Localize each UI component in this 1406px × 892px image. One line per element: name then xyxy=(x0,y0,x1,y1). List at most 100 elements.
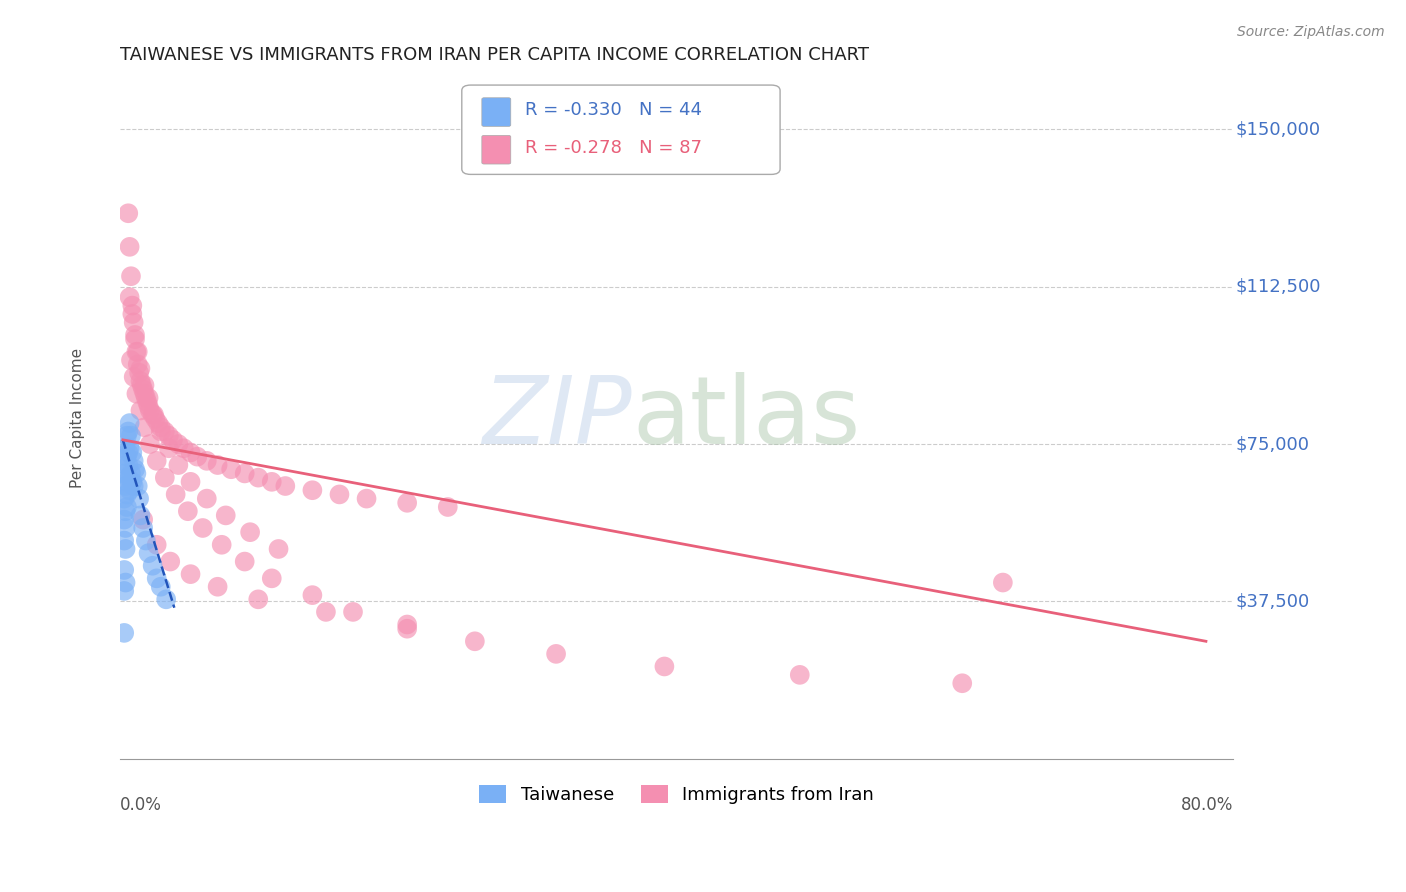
Point xyxy=(356,491,378,506)
Point xyxy=(114,575,136,590)
Point xyxy=(135,533,157,548)
Point xyxy=(180,475,202,489)
Point xyxy=(211,538,233,552)
Point xyxy=(157,442,180,456)
Point xyxy=(117,445,139,459)
Point xyxy=(134,378,156,392)
Point xyxy=(142,558,165,573)
Point xyxy=(139,437,162,451)
Point xyxy=(112,467,135,481)
Point xyxy=(118,416,141,430)
Point xyxy=(122,454,145,468)
Text: ZIP: ZIP xyxy=(482,372,633,463)
Point xyxy=(991,575,1014,590)
Text: 0.0%: 0.0% xyxy=(120,797,162,814)
Text: $150,000: $150,000 xyxy=(1236,120,1320,138)
Point xyxy=(267,541,290,556)
Point xyxy=(132,521,155,535)
Point xyxy=(120,428,142,442)
Text: $37,500: $37,500 xyxy=(1236,592,1309,610)
Point xyxy=(117,458,139,472)
Point xyxy=(112,533,135,548)
Point xyxy=(127,479,149,493)
Point xyxy=(117,470,139,484)
Text: Source: ZipAtlas.com: Source: ZipAtlas.com xyxy=(1237,25,1385,39)
Point xyxy=(115,450,138,464)
Point xyxy=(114,541,136,556)
Point xyxy=(207,580,229,594)
Point xyxy=(138,391,160,405)
Point xyxy=(247,470,270,484)
Point xyxy=(177,504,200,518)
Point xyxy=(117,425,139,439)
Point xyxy=(396,617,419,632)
Point xyxy=(146,416,169,430)
Point xyxy=(118,240,141,254)
Text: Per Capita Income: Per Capita Income xyxy=(70,348,86,488)
Point xyxy=(132,383,155,397)
Text: R = -0.330   N = 44: R = -0.330 N = 44 xyxy=(526,101,702,120)
Legend: Taiwanese, Immigrants from Iran: Taiwanese, Immigrants from Iran xyxy=(472,777,882,811)
Point xyxy=(112,563,135,577)
FancyBboxPatch shape xyxy=(482,98,510,127)
Point xyxy=(153,425,176,439)
Point xyxy=(115,500,138,514)
Point xyxy=(114,479,136,493)
Text: TAIWANESE VS IMMIGRANTS FROM IRAN PER CAPITA INCOME CORRELATION CHART: TAIWANESE VS IMMIGRANTS FROM IRAN PER CA… xyxy=(120,46,869,64)
Point xyxy=(120,467,142,481)
Point xyxy=(127,357,149,371)
Point xyxy=(139,403,162,417)
Text: atlas: atlas xyxy=(633,372,860,464)
Point xyxy=(121,299,143,313)
Point xyxy=(436,500,458,514)
Point xyxy=(145,571,167,585)
Point xyxy=(129,374,152,388)
Point xyxy=(149,420,172,434)
Point xyxy=(165,487,187,501)
Point xyxy=(654,659,676,673)
Text: $112,500: $112,500 xyxy=(1236,277,1320,296)
Point xyxy=(114,521,136,535)
Point xyxy=(173,442,195,456)
Point xyxy=(215,508,238,523)
Point xyxy=(233,555,256,569)
Point xyxy=(121,475,143,489)
Point xyxy=(145,454,167,468)
Point xyxy=(180,567,202,582)
Point xyxy=(115,487,138,501)
Point xyxy=(274,479,297,493)
Point xyxy=(129,508,152,523)
Point xyxy=(124,332,146,346)
Point xyxy=(143,408,166,422)
Point xyxy=(118,290,141,304)
Point xyxy=(125,386,148,401)
Point xyxy=(138,546,160,560)
Point xyxy=(112,583,135,598)
Point xyxy=(155,592,177,607)
Point xyxy=(342,605,364,619)
Point xyxy=(301,483,323,498)
Point xyxy=(145,538,167,552)
Point xyxy=(157,428,180,442)
Point xyxy=(950,676,973,690)
Text: 80.0%: 80.0% xyxy=(1181,797,1233,814)
Point xyxy=(186,450,208,464)
Point xyxy=(117,206,139,220)
Point xyxy=(128,491,150,506)
Point xyxy=(138,399,160,413)
Point xyxy=(328,487,350,501)
Point xyxy=(134,386,156,401)
FancyBboxPatch shape xyxy=(461,85,780,175)
Point xyxy=(153,470,176,484)
Point xyxy=(207,458,229,472)
Point xyxy=(546,647,568,661)
Point xyxy=(124,462,146,476)
Point xyxy=(121,445,143,459)
Point xyxy=(112,513,135,527)
Point xyxy=(149,425,172,439)
Text: R = -0.278   N = 87: R = -0.278 N = 87 xyxy=(526,139,702,157)
Point xyxy=(127,344,149,359)
Point xyxy=(149,580,172,594)
Point xyxy=(120,353,142,368)
Point xyxy=(115,428,138,442)
